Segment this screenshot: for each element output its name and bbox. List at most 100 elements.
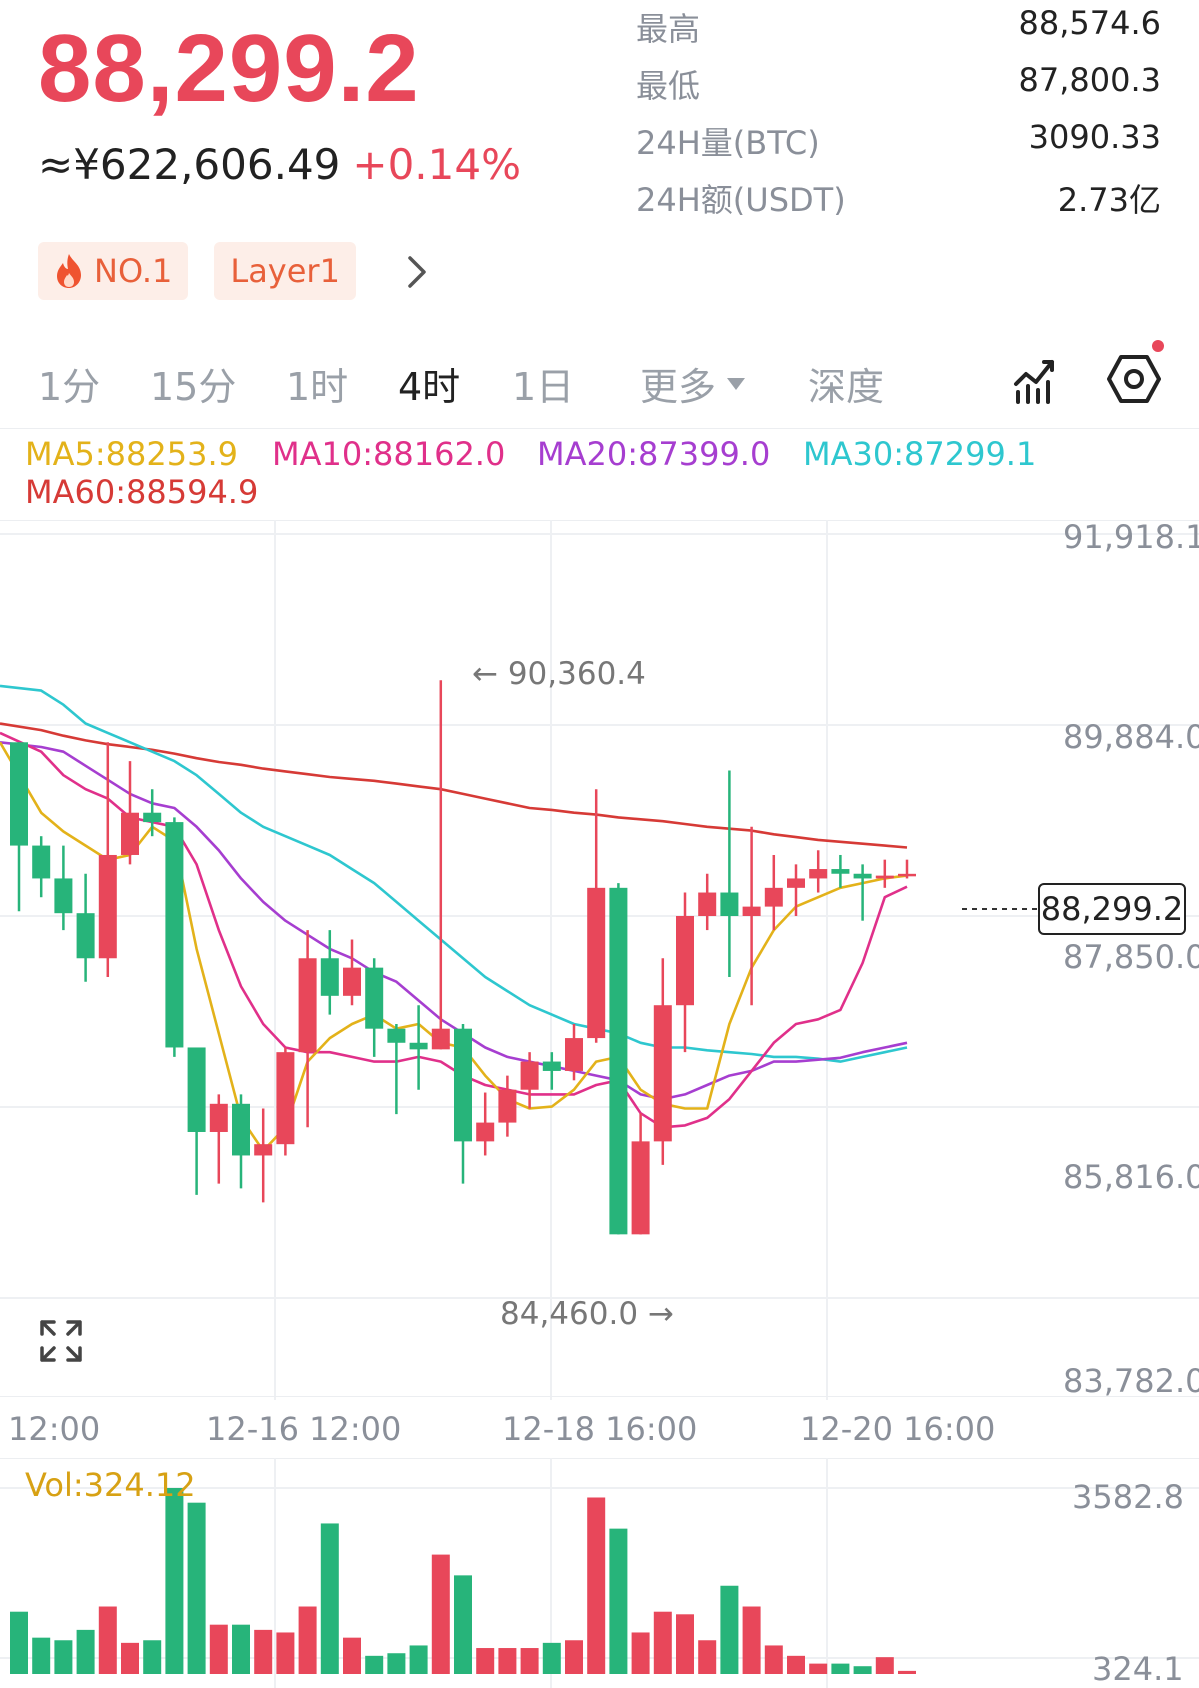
stat-volume-value: 3090.33 — [1028, 118, 1161, 156]
candle — [431, 680, 450, 1050]
candle — [676, 892, 694, 1053]
candle — [476, 1092, 495, 1156]
volume-bar — [698, 1640, 717, 1674]
tab-4h[interactable]: 4时 — [398, 365, 461, 409]
y-tick-label: 91,918.1 — [1063, 518, 1199, 556]
volume-bar — [898, 1670, 916, 1674]
volume-bar — [476, 1648, 495, 1674]
candle-body — [32, 845, 51, 879]
candle-body — [387, 1028, 406, 1043]
candle-body — [676, 916, 694, 1006]
volume-bar — [276, 1632, 295, 1674]
candle-body — [254, 1144, 273, 1156]
volume-bar — [254, 1629, 273, 1674]
candle — [565, 1023, 583, 1081]
candle — [831, 854, 850, 888]
tab-1m[interactable]: 1分 — [38, 365, 101, 409]
volume-bar — [187, 1502, 206, 1674]
candle — [298, 930, 317, 1128]
volume-bar — [32, 1637, 51, 1674]
price-sub-row: ≈¥622,606.49 +0.14% — [38, 140, 521, 189]
tab-1h[interactable]: 1时 — [286, 365, 349, 409]
candle — [631, 1113, 650, 1235]
candle-body — [831, 869, 850, 874]
settings-hexagon-icon[interactable] — [1106, 354, 1162, 404]
candle — [121, 761, 139, 865]
volume-bar — [875, 1657, 894, 1674]
candle-body — [520, 1061, 539, 1090]
y-tick-label: 85,816.0 — [1063, 1158, 1199, 1196]
divider — [0, 1396, 1199, 1397]
volume-bar — [409, 1645, 428, 1674]
candle-body — [10, 742, 28, 846]
tab-more[interactable]: 更多 — [640, 356, 746, 411]
tab-15m[interactable]: 15分 — [150, 365, 237, 409]
volume-bar — [853, 1666, 872, 1674]
indicator-chart-icon[interactable] — [1012, 354, 1060, 404]
tab-more-label: 更多 — [640, 365, 717, 409]
volume-bar — [76, 1629, 95, 1674]
candle-body — [787, 878, 805, 888]
candle — [143, 789, 162, 837]
low-price-marker: 84,460.0 → — [500, 1296, 674, 1332]
candle — [787, 864, 805, 917]
candle — [764, 854, 783, 931]
tab-1d[interactable]: 1日 — [512, 365, 575, 409]
volume-bar — [298, 1606, 317, 1674]
candle-body — [431, 1028, 450, 1050]
volume-bar — [320, 1523, 339, 1674]
candle — [32, 836, 51, 898]
candle — [587, 789, 606, 1043]
volume-bar — [165, 1488, 184, 1674]
volume-bar — [742, 1606, 761, 1674]
category-tag[interactable]: Layer1 — [214, 242, 356, 300]
candle — [276, 1047, 295, 1156]
candle-body — [809, 869, 828, 879]
candle — [54, 845, 73, 931]
candle-body — [298, 958, 317, 1053]
candle — [209, 1094, 228, 1184]
ma30-line — [0, 684, 908, 1063]
candle — [76, 873, 95, 982]
candle — [10, 742, 28, 912]
stat-turnover-value: 2.73亿 — [1057, 181, 1161, 219]
candlestick-chart[interactable] — [0, 520, 1199, 1400]
candle-body — [165, 822, 184, 1048]
ma5-line — [0, 741, 908, 1153]
volume-bar — [54, 1640, 73, 1674]
tab-depth[interactable]: 深度 — [808, 365, 885, 409]
y-tick-label: 83,782.0 — [1063, 1362, 1199, 1400]
volume-bar — [609, 1528, 628, 1674]
y-tick-label: 87,850.0 — [1063, 938, 1199, 976]
divider — [0, 1458, 1199, 1459]
candle — [187, 1047, 206, 1195]
current-price-tag[interactable]: 88,299.2 — [1038, 883, 1186, 935]
tag-list: NO.1 Layer1 — [38, 242, 356, 300]
candle-body — [76, 913, 95, 959]
price-change-percent: +0.14% — [352, 140, 522, 189]
stat-high-value: 88,574.6 — [1018, 4, 1162, 42]
candle-body — [143, 812, 162, 823]
flame-icon — [57, 254, 81, 288]
ma60-line — [0, 722, 908, 849]
candle-body — [587, 887, 606, 1039]
chevron-right-icon[interactable] — [403, 254, 431, 290]
candle — [653, 958, 672, 1165]
ma20-label: MA20:87399.0 — [537, 435, 771, 473]
candle-body — [720, 892, 739, 917]
candle-body — [542, 1061, 561, 1071]
fullscreen-icon[interactable] — [38, 1318, 84, 1364]
caret-down-icon — [727, 377, 746, 390]
volume-bar — [831, 1663, 850, 1674]
volume-bar — [343, 1637, 361, 1674]
stats-panel: 最高 88,574.6 最低 87,800.3 24H量(BTC) 3090.3… — [636, 0, 1161, 228]
divider — [0, 428, 1199, 429]
candle — [898, 859, 916, 879]
volume-bar — [387, 1653, 406, 1674]
candle — [232, 1094, 250, 1189]
volume-bar — [121, 1642, 139, 1674]
candle — [742, 826, 761, 1006]
rank-tag[interactable]: NO.1 — [38, 242, 189, 300]
volume-bar — [676, 1614, 694, 1674]
volume-bar — [431, 1554, 450, 1674]
